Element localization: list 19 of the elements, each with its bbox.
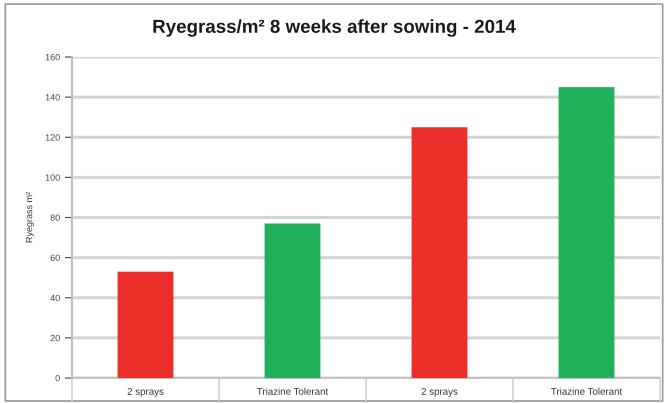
bar xyxy=(412,127,468,378)
y-tick-label: 80 xyxy=(50,214,60,221)
x-tick-label: Triazine Tolerant xyxy=(257,388,328,395)
x-tick-label: 2 sprays xyxy=(128,388,164,397)
y-axis-title: Ryegrass m² xyxy=(26,192,34,242)
x-tick-label: 2 sprays xyxy=(422,388,458,397)
x-tick-label: Triazine Tolerant xyxy=(551,388,622,395)
y-tick-label: 60 xyxy=(50,254,60,261)
bar xyxy=(118,272,174,378)
y-tick-label: 120 xyxy=(46,134,60,141)
y-tick-label: 0 xyxy=(56,374,60,382)
y-tick-label: 160 xyxy=(46,54,60,60)
y-tick-label: 20 xyxy=(50,334,60,342)
y-tick-label: 40 xyxy=(50,294,60,302)
bar xyxy=(264,224,320,378)
chart-title: Ryegrass/m² 8 weeks after sowing - 2014 xyxy=(153,19,516,37)
bar xyxy=(558,87,614,378)
y-tick-label: 140 xyxy=(46,94,60,100)
y-tick-label: 100 xyxy=(46,174,60,181)
